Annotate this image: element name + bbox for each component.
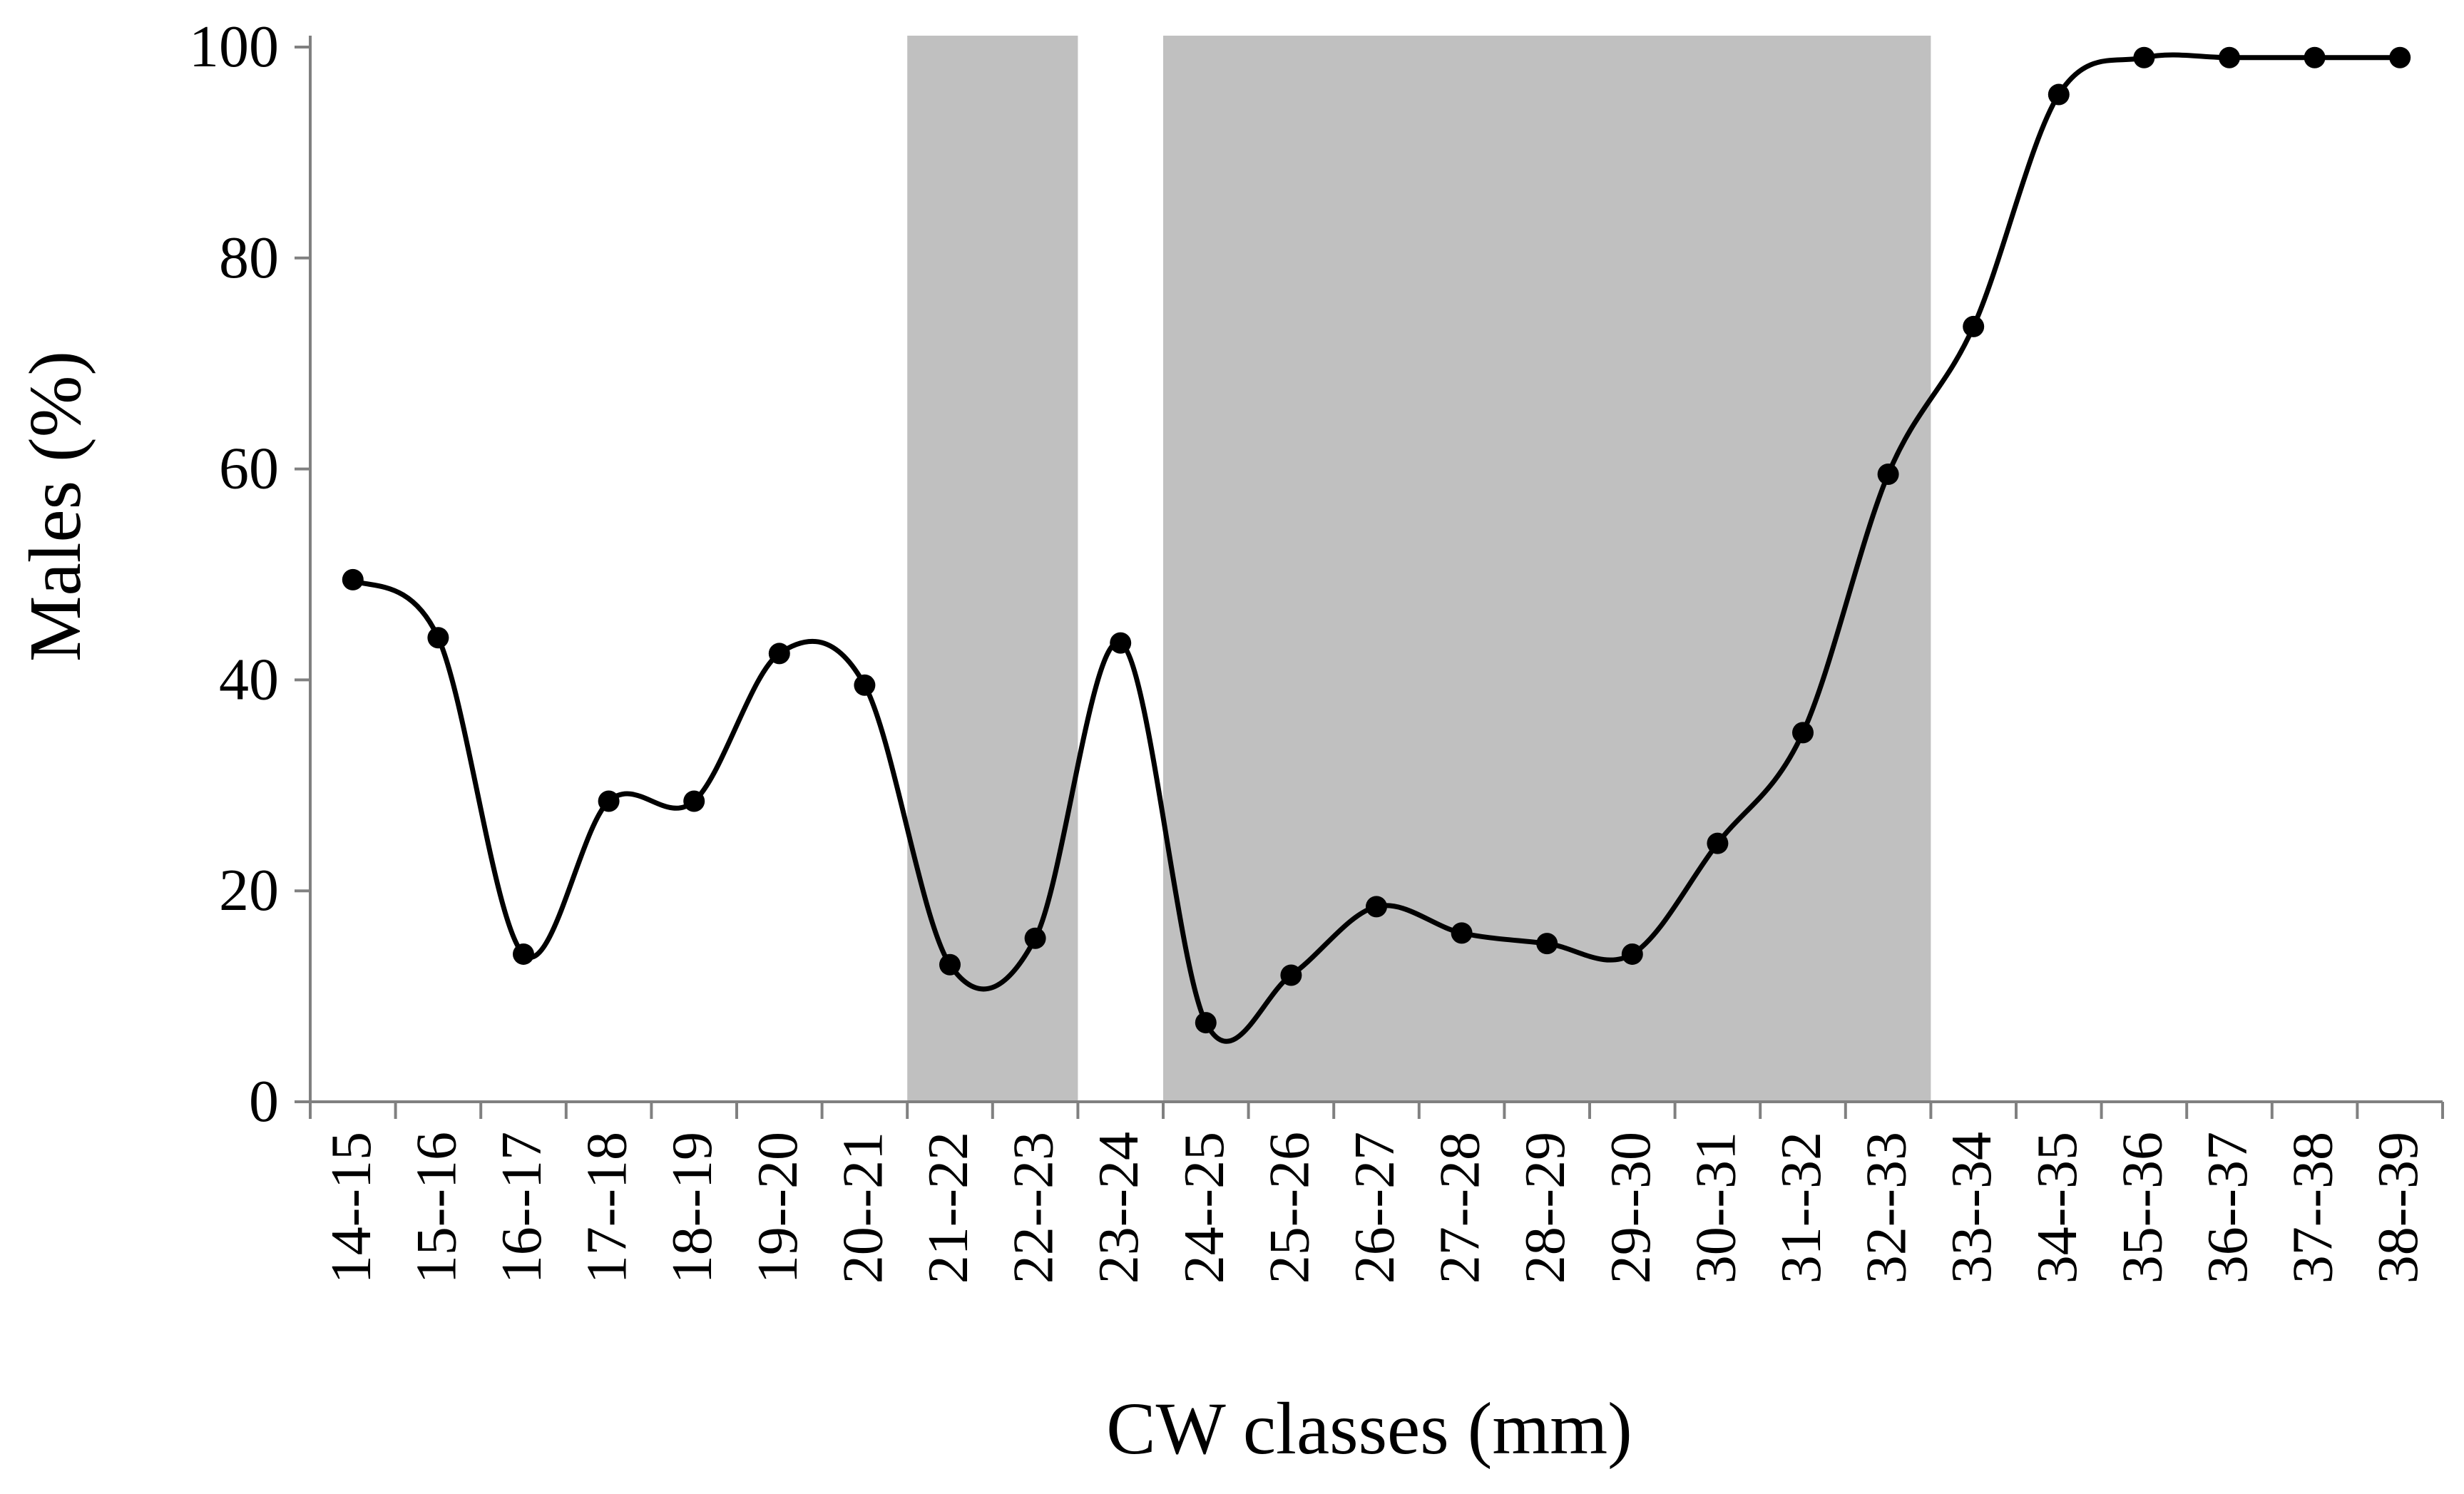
data-point-24 (2304, 46, 2326, 68)
series-line (351, 52, 2401, 1044)
x-tick-label-21: 34--35 (2026, 1132, 2089, 1284)
x-tick-label-11: 24--25 (1173, 1132, 1236, 1284)
x-tick-label-2: 15--16 (405, 1132, 468, 1284)
data-point-23 (2219, 46, 2240, 68)
data-point-15 (1536, 933, 1558, 955)
x-tick-label-6: 19--20 (747, 1132, 809, 1284)
y-tick-label-40: 40 (219, 646, 279, 712)
x-tick-label-3: 16--17 (491, 1132, 553, 1284)
data-point-13 (1366, 896, 1387, 918)
y-tick-label-60: 60 (219, 436, 279, 502)
data-point-14 (1451, 922, 1473, 944)
x-tick-label-15: 28--29 (1514, 1132, 1577, 1284)
y-tick-label-100: 100 (189, 14, 279, 80)
x-tick-label-13: 26--27 (1344, 1132, 1406, 1284)
x-tick-label-23: 36--37 (2197, 1132, 2259, 1284)
data-point-12 (1280, 964, 1302, 986)
data-point-5 (683, 790, 705, 812)
shaded-region-2 (1163, 36, 1931, 1102)
y-tick-label-0: 0 (249, 1068, 279, 1135)
x-axis-title: CW classes (mm) (1106, 1388, 1632, 1470)
data-point-6 (768, 643, 790, 665)
x-tick-label-14: 27--28 (1429, 1132, 1492, 1284)
data-point-4 (598, 790, 620, 812)
data-point-2 (427, 627, 449, 649)
x-tick-label-18: 31--32 (1770, 1132, 1833, 1284)
data-point-1 (342, 568, 364, 590)
data-point-16 (1621, 943, 1643, 965)
x-tick-label-17: 30--31 (1685, 1132, 1747, 1284)
x-tick-label-9: 22--23 (1003, 1132, 1065, 1284)
data-point-7 (854, 674, 876, 696)
data-point-3 (513, 943, 534, 965)
x-tick-label-24: 37--38 (2282, 1132, 2345, 1284)
x-tick-label-16: 29--30 (1600, 1132, 1662, 1284)
data-point-21 (2048, 83, 2070, 106)
x-tick-label-8: 21--22 (917, 1132, 980, 1284)
x-tick-label-12: 25--26 (1258, 1132, 1321, 1284)
shaded-regions (907, 36, 1931, 1102)
x-tick-label-7: 20--21 (832, 1132, 894, 1284)
y-axis: 0 20 40 60 80 100 (189, 14, 312, 1135)
x-tick-label-1: 14--15 (320, 1132, 383, 1284)
x-tick-label-19: 32--33 (1856, 1132, 1918, 1284)
y-tick-label-20: 20 (219, 857, 279, 923)
data-point-22 (2133, 46, 2155, 68)
shaded-region-1 (907, 36, 1078, 1102)
data-point-19 (1877, 463, 1899, 485)
data-point-20 (1963, 315, 1985, 337)
data-point-17 (1707, 832, 1729, 854)
x-tick-label-20: 33--34 (1941, 1132, 2003, 1284)
series-line-group (342, 46, 2411, 1044)
x-tick-label-5: 18--19 (661, 1132, 724, 1284)
data-point-9 (1024, 927, 1046, 949)
y-tick-label-80: 80 (219, 225, 279, 291)
y-axis-title: Males (%) (14, 351, 96, 662)
data-point-8 (939, 953, 961, 976)
data-point-10 (1110, 632, 1132, 654)
data-point-25 (2389, 46, 2411, 68)
data-point-11 (1195, 1012, 1217, 1034)
x-tick-label-4: 17--18 (576, 1132, 639, 1284)
data-point-18 (1792, 722, 1814, 744)
x-tick-label-22: 35--36 (2111, 1132, 2174, 1284)
x-tick-label-10: 23--24 (1088, 1132, 1150, 1284)
x-tick-label-25: 38--39 (2367, 1132, 2430, 1284)
x-axis: 14--15 15--16 16--17 17--18 18--19 19--20 20--… (309, 1100, 2444, 1284)
